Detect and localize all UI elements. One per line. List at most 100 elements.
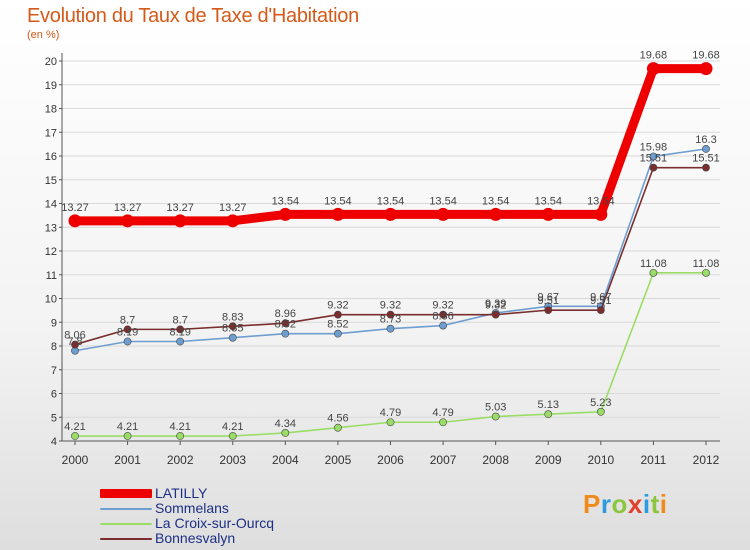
x-tick-label: 2007 (430, 453, 457, 467)
data-point-bonnesvalyn (228, 322, 237, 331)
legend-swatch-latilly (100, 489, 152, 498)
x-tick-label: 2005 (325, 453, 352, 467)
y-tick-label: 14 (45, 199, 57, 211)
data-point-la-croix-sur-ourcq (176, 432, 185, 440)
data-label-latilly: 13.54 (324, 195, 352, 207)
data-point-bonnesvalyn (544, 306, 553, 315)
data-label-latilly: 13.54 (377, 195, 405, 207)
data-point-bonnesvalyn (281, 319, 290, 328)
y-tick-label: 7 (51, 365, 57, 377)
data-label-bonnesvalyn: 9.32 (485, 300, 506, 312)
data-label-sommelans: 8.19 (117, 326, 138, 338)
data-label-sommelans: 8.19 (169, 326, 190, 338)
data-label-la-croix-sur-ourcq: 11.08 (693, 258, 720, 270)
data-label-latilly: 13.27 (114, 202, 142, 214)
data-point-bonnesvalyn (439, 310, 447, 319)
data-label-sommelans: 8.35 (222, 323, 243, 335)
data-label-sommelans: 9.67 (590, 291, 611, 303)
data-point-latilly (489, 207, 503, 221)
x-tick-label: 2008 (482, 453, 509, 467)
data-label-bonnesvalyn: 8.06 (64, 330, 85, 342)
data-label-bonnesvalyn: 8.96 (275, 308, 296, 320)
data-point-latilly (436, 207, 450, 221)
brand-letter: t (650, 489, 660, 519)
data-point-latilly (594, 207, 608, 221)
data-point-latilly (173, 214, 187, 228)
data-point-latilly (646, 62, 660, 76)
y-tick-label: 15 (45, 175, 57, 187)
data-point-latilly (699, 62, 713, 76)
data-label-la-croix-sur-ourcq: 5.23 (590, 397, 611, 409)
data-point-latilly (68, 214, 82, 228)
y-tick-label: 20 (45, 56, 57, 68)
data-point-la-croix-sur-ourcq (334, 423, 342, 432)
x-tick-label: 2001 (114, 453, 141, 467)
data-point-la-croix-sur-ourcq (649, 268, 658, 277)
data-point-la-croix-sur-ourcq (439, 418, 447, 427)
x-tick-label: 2010 (587, 453, 614, 467)
data-label-la-croix-sur-ourcq: 4.21 (222, 421, 243, 433)
data-point-bonnesvalyn (702, 163, 710, 172)
x-tick-label: 2003 (219, 453, 246, 467)
y-tick-label: 16 (45, 151, 57, 163)
data-point-bonnesvalyn (491, 310, 500, 319)
axis-layer: 4 5 6 7 8 9 10 11 12 13 14 15 16 17 18 19 20 2000 2001 2002… (45, 53, 720, 467)
chart-title: Evolution du Taux de Taxe d'Habitation (27, 5, 359, 27)
data-label-bonnesvalyn: 9.51 (538, 295, 559, 307)
data-point-la-croix-sur-ourcq (491, 412, 500, 421)
y-tick-label: 19 (45, 80, 57, 92)
data-label-la-croix-sur-ourcq: 4.56 (327, 413, 348, 425)
data-point-bonnesvalyn (123, 325, 132, 334)
x-tick-label: 2004 (272, 453, 299, 467)
data-label-sommelans: 8.52 (275, 319, 296, 331)
data-point-bonnesvalyn (596, 306, 605, 315)
y-tick-label: 10 (45, 294, 57, 306)
data-label-bonnesvalyn: 9.32 (432, 300, 453, 312)
data-point-bonnesvalyn (71, 340, 79, 349)
legend-label-bonnesvalyn: Bonnesvalyn (155, 530, 236, 546)
data-label-latilly: 13.54 (482, 195, 510, 207)
data-point-latilly (226, 214, 240, 228)
data-point-sommelans (386, 324, 395, 333)
data-label-latilly: 13.54 (272, 195, 300, 207)
data-point-la-croix-sur-ourcq (71, 432, 79, 440)
data-label-la-croix-sur-ourcq: 5.13 (538, 399, 559, 411)
grid-layer (62, 60, 720, 418)
legend-item-la-croix-sur-ourcq: La Croix-sur-Ourcq (100, 516, 274, 531)
legend-item-bonnesvalyn: Bonnesvalyn (100, 531, 274, 546)
brand-logo: Proxiti (583, 489, 667, 520)
brand-letter: i (642, 489, 651, 519)
data-label-latilly: 19.68 (692, 50, 720, 62)
data-label-latilly: 13.27 (219, 202, 247, 214)
y-tick-label: 12 (45, 246, 57, 258)
y-tick-label: 6 (51, 389, 57, 401)
y-tick-label: 9 (51, 317, 57, 329)
legend-item-sommelans: Sommelans (100, 501, 274, 516)
data-label-bonnesvalyn: 9.32 (327, 300, 348, 312)
legend-label-sommelans: Sommelans (155, 500, 229, 516)
data-point-la-croix-sur-ourcq (596, 407, 605, 416)
legend: LATILLY Sommelans La Croix-sur-Ourcq Bon… (100, 486, 274, 546)
data-label-bonnesvalyn: 8.83 (222, 311, 243, 323)
data-label-sommelans: 7.8 (67, 336, 82, 348)
data-point-latilly (121, 214, 135, 228)
chart-subtitle: (en %) (27, 29, 60, 41)
data-point-sommelans (228, 333, 237, 342)
legend-swatch-bonnesvalyn (100, 537, 152, 540)
y-tick-label: 5 (51, 412, 57, 424)
data-point-la-croix-sur-ourcq (123, 432, 132, 440)
data-label-sommelans: 16.3 (695, 134, 716, 146)
brand-letter: o (611, 489, 628, 519)
data-label-sommelans: 9.67 (538, 291, 559, 303)
data-point-la-croix-sur-ourcq (702, 268, 710, 277)
data-label-la-croix-sur-ourcq: 4.21 (117, 421, 138, 433)
y-tick-label: 4 (51, 436, 57, 448)
data-label-la-croix-sur-ourcq: 4.34 (275, 418, 296, 430)
data-point-latilly (278, 207, 292, 221)
data-label-sommelans: 8.52 (327, 319, 348, 331)
data-label-bonnesvalyn: 9.32 (380, 300, 401, 312)
data-label-la-croix-sur-ourcq: 4.21 (169, 421, 190, 433)
data-point-sommelans (649, 152, 658, 161)
